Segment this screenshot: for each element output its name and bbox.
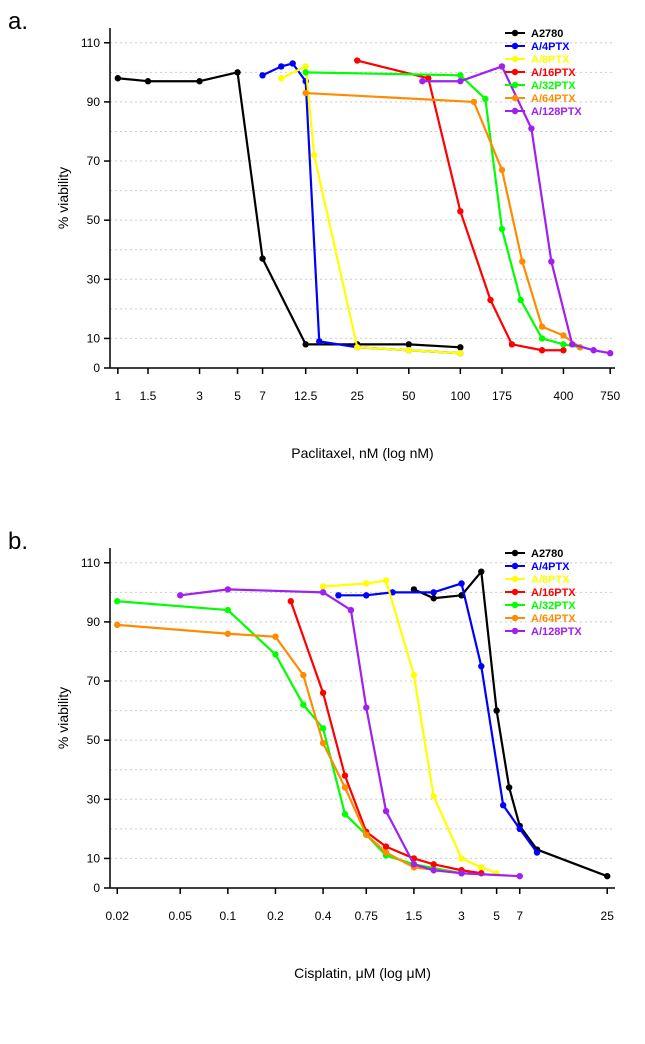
svg-text:A/16PTX: A/16PTX (531, 67, 576, 79)
svg-text:A/4PTX: A/4PTX (531, 561, 570, 573)
svg-text:A2780: A2780 (531, 28, 563, 40)
svg-text:0.05: 0.05 (169, 909, 193, 923)
svg-text:70: 70 (87, 674, 101, 688)
svg-text:50: 50 (87, 213, 101, 227)
panel-b-label-text: b. (8, 528, 28, 555)
svg-text:100: 100 (450, 389, 470, 403)
panel-a-label-text: a. (8, 8, 28, 35)
svg-text:0: 0 (93, 361, 100, 375)
svg-text:1.5: 1.5 (140, 389, 157, 403)
svg-text:3: 3 (458, 909, 465, 923)
svg-text:0.4: 0.4 (315, 909, 332, 923)
svg-text:A/16PTX: A/16PTX (531, 587, 576, 599)
svg-text:30: 30 (87, 272, 101, 286)
svg-text:1.5: 1.5 (406, 909, 423, 923)
svg-text:175: 175 (492, 389, 512, 403)
svg-text:A/64PTX: A/64PTX (531, 613, 576, 625)
svg-text:5: 5 (493, 909, 500, 923)
svg-text:3: 3 (196, 389, 203, 403)
svg-text:A/32PTX: A/32PTX (531, 80, 576, 92)
svg-text:A/128PTX: A/128PTX (531, 626, 582, 638)
svg-text:750: 750 (600, 389, 620, 403)
svg-text:10: 10 (87, 331, 101, 345)
svg-text:25: 25 (601, 909, 615, 923)
svg-text:50: 50 (402, 389, 416, 403)
svg-text:0.1: 0.1 (219, 909, 236, 923)
svg-text:% viability: % viability (55, 167, 71, 229)
svg-text:0.02: 0.02 (106, 909, 130, 923)
svg-text:Cisplatin, μM (log μM): Cisplatin, μM (log μM) (294, 965, 431, 981)
svg-text:30: 30 (87, 792, 101, 806)
svg-text:A/64PTX: A/64PTX (531, 93, 576, 105)
svg-text:0: 0 (93, 881, 100, 895)
svg-text:0.2: 0.2 (267, 909, 284, 923)
svg-text:A/4PTX: A/4PTX (531, 41, 570, 53)
svg-text:5: 5 (234, 389, 241, 403)
svg-text:400: 400 (553, 389, 573, 403)
svg-text:12.5: 12.5 (294, 389, 318, 403)
svg-text:90: 90 (87, 95, 101, 109)
svg-text:7: 7 (259, 389, 266, 403)
panel-b-label: b. (8, 528, 28, 556)
panel-a-label: a. (8, 8, 28, 36)
svg-text:% viability: % viability (55, 687, 71, 749)
svg-text:A/8PTX: A/8PTX (531, 574, 570, 586)
svg-text:10: 10 (87, 851, 101, 865)
svg-text:70: 70 (87, 154, 101, 168)
svg-text:110: 110 (81, 556, 100, 570)
svg-text:A/8PTX: A/8PTX (531, 54, 570, 66)
panel-a-chart: 0 10 30 50 70 90 110 1 1.5 3 5 7 12.5 25 50 100 175 400 75… (50, 18, 630, 483)
svg-text:25: 25 (351, 389, 365, 403)
svg-text:50: 50 (87, 733, 101, 747)
svg-text:Paclitaxel, nM (log nM): Paclitaxel, nM (log nM) (291, 445, 433, 461)
svg-text:90: 90 (87, 615, 101, 629)
panel-b-chart: 0 10 30 50 70 90 110 0.02 0.05 0.1 0.2 0.4 0.75 1.5 3 5… (50, 538, 630, 1003)
svg-text:A/128PTX: A/128PTX (531, 106, 582, 118)
svg-text:1: 1 (114, 389, 121, 403)
svg-text:7: 7 (516, 909, 523, 923)
svg-text:A/32PTX: A/32PTX (531, 600, 576, 612)
svg-text:110: 110 (81, 36, 100, 50)
svg-text:0.75: 0.75 (355, 909, 379, 923)
svg-text:A2780: A2780 (531, 548, 563, 560)
